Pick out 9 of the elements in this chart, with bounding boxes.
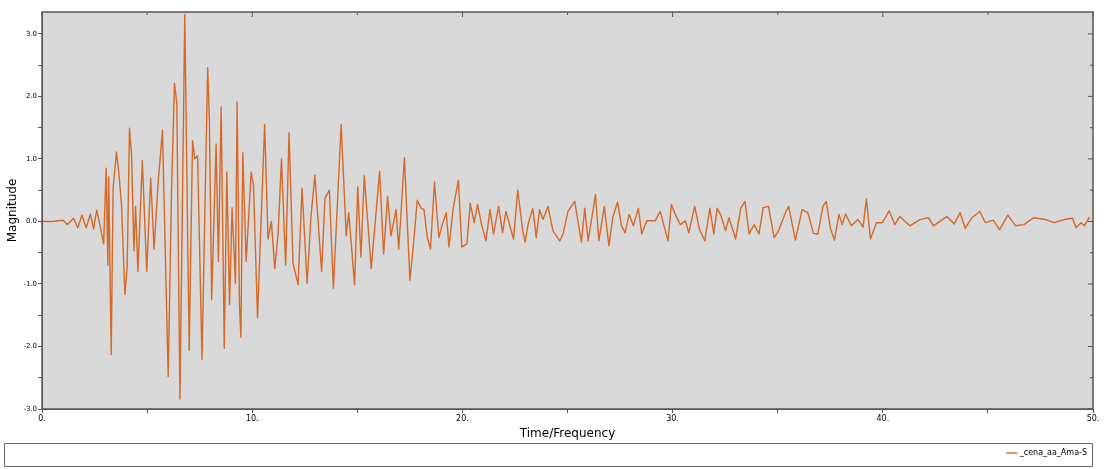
x-tick-label: 10. [245, 413, 259, 423]
legend-label: _cena_aa_Ama-S [1018, 448, 1087, 458]
x-tick-label: 50. [1086, 413, 1100, 423]
x-tick-label: 20. [456, 413, 469, 423]
y-axis-title: Magnitude [5, 178, 20, 243]
x-tick-label: 40. [876, 413, 890, 423]
x-tick-label: 30. [666, 413, 679, 423]
x-tick-label: 0. [38, 413, 46, 423]
x-axis-title: Time/Frequency [518, 425, 616, 440]
